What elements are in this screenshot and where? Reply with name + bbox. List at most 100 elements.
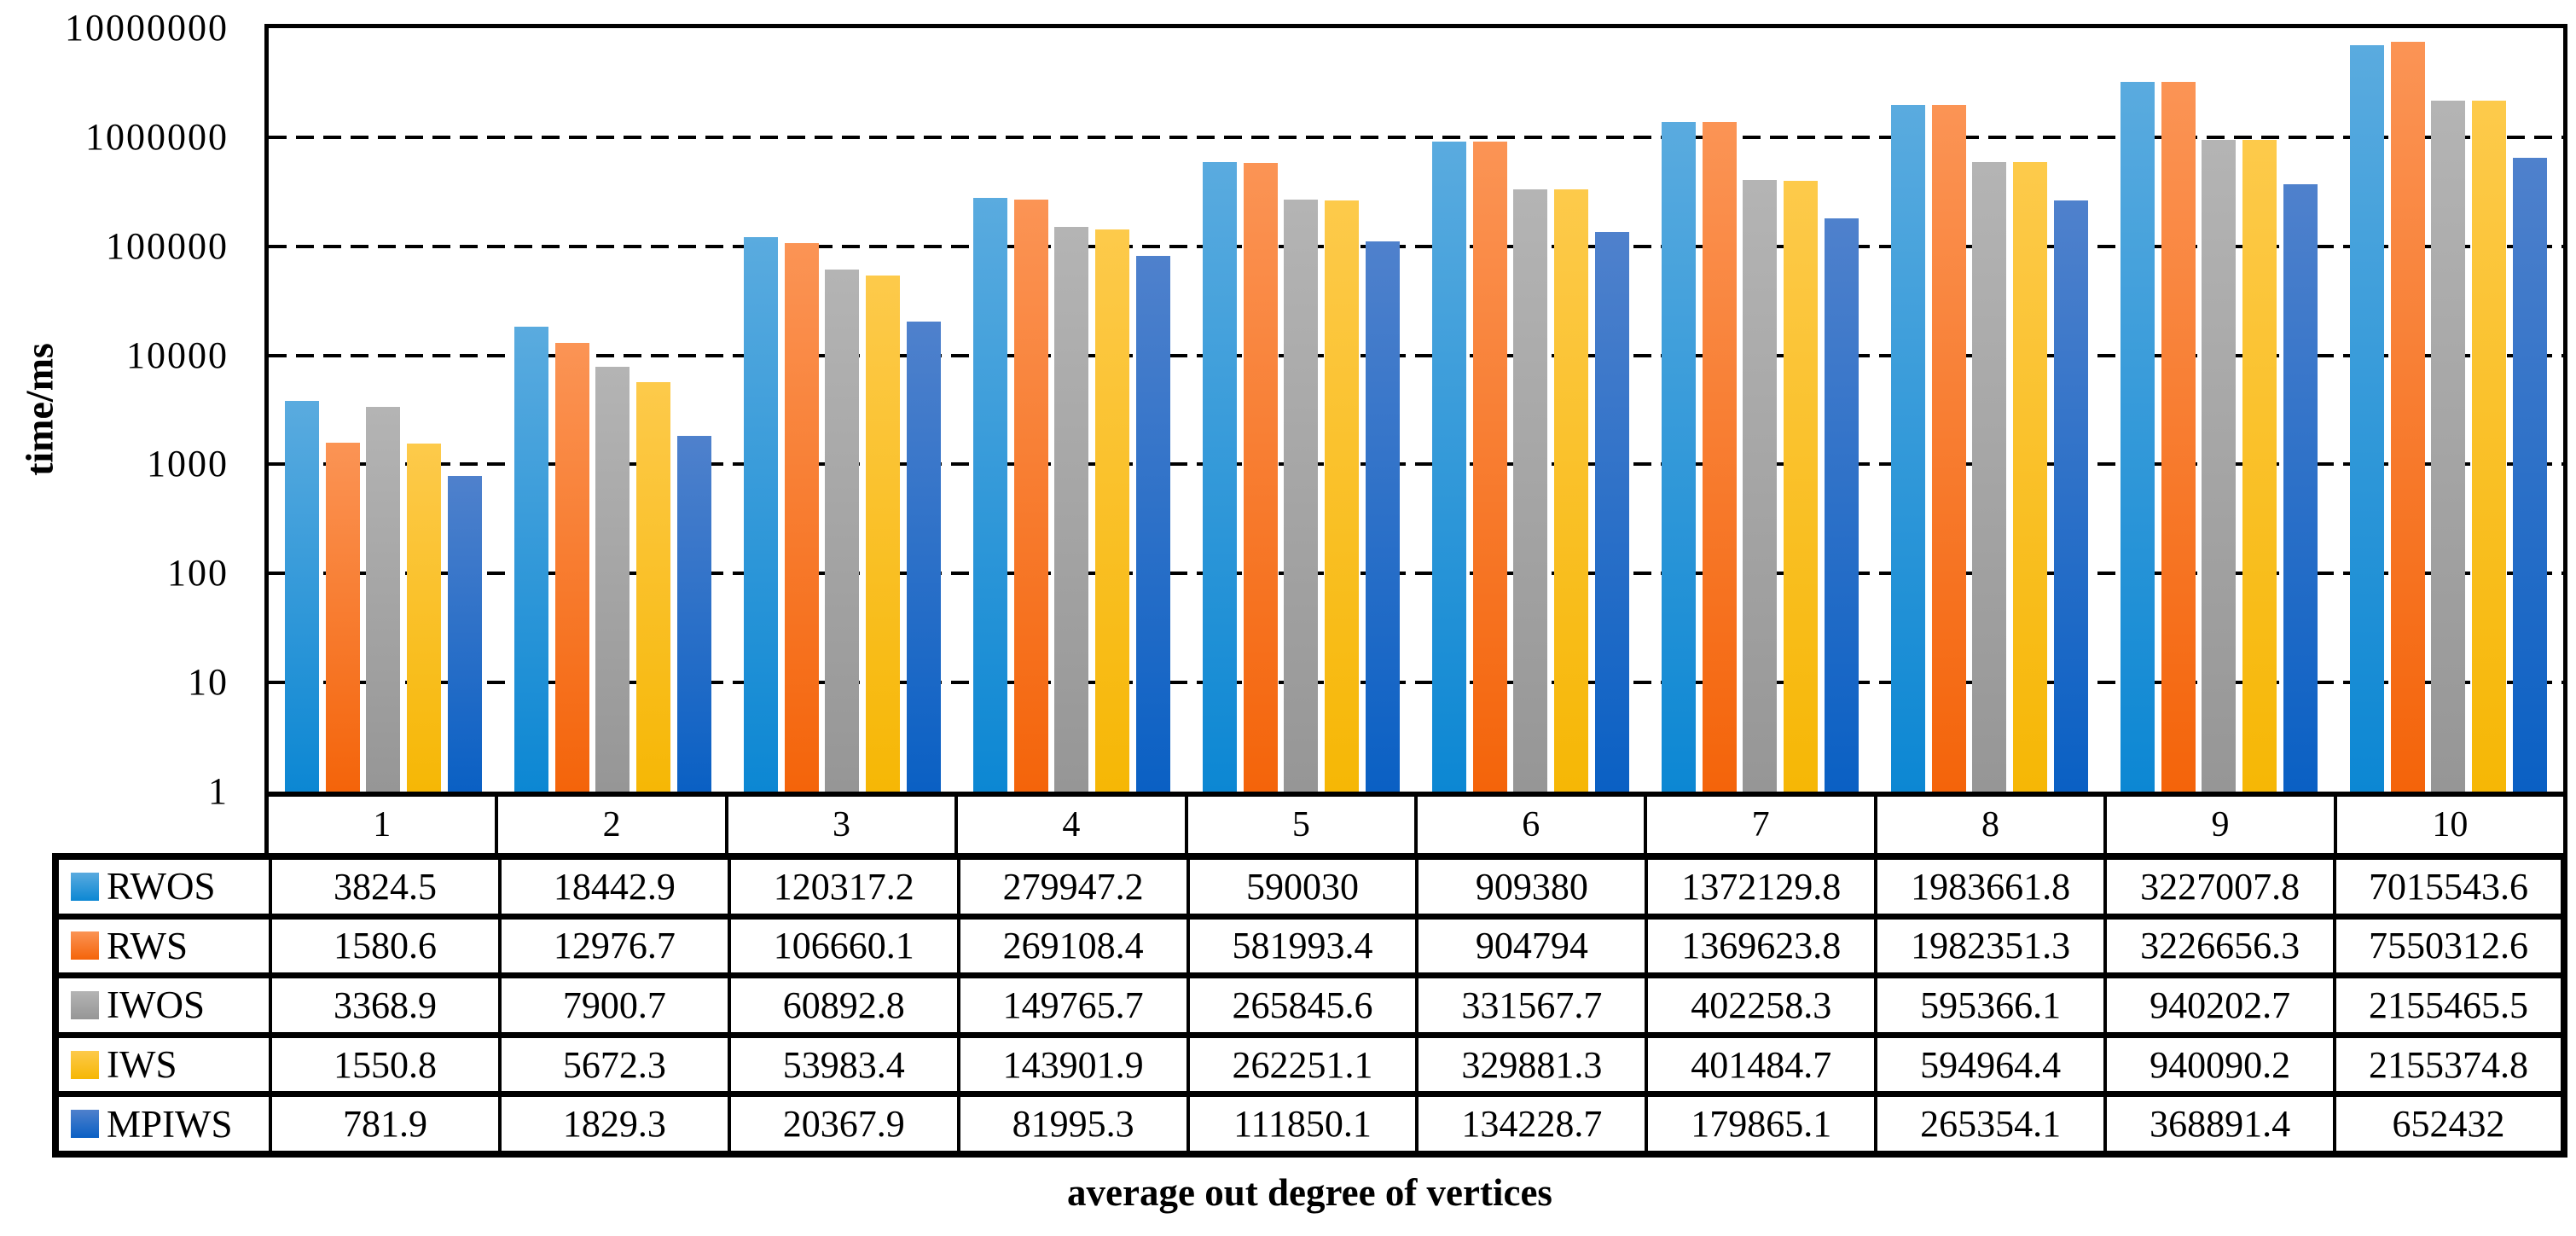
y-tick-label: 100000 — [106, 224, 229, 267]
bar-mpiws-x4 — [1136, 255, 1170, 792]
x-category-label: 5 — [1188, 797, 1419, 853]
plot-area — [264, 24, 2567, 797]
gridline — [269, 244, 2563, 248]
bar-rws-x10 — [2390, 41, 2425, 792]
bar-iws-x10 — [2472, 101, 2507, 792]
series-name: IWS — [107, 1043, 177, 1087]
value-cell: 106660.1 — [727, 913, 960, 979]
bar-rwos-x8 — [1890, 104, 1925, 792]
value-cell: 134228.7 — [1415, 1091, 1649, 1158]
value-cell: 402258.3 — [1645, 972, 1878, 1038]
value-cell: 12976.7 — [497, 913, 731, 979]
table-row-iws: IWS 1550.8 5672.3 53983.4 143901.9 262251.1 32… — [54, 1031, 2566, 1098]
value-cell: 265845.6 — [1186, 972, 1419, 1038]
value-cell: 3368.9 — [269, 972, 502, 1038]
legend-swatch-icon — [71, 931, 99, 960]
gridline — [269, 681, 2563, 685]
bar-rws-x6 — [1472, 142, 1507, 792]
bar-iwos-x9 — [2202, 140, 2237, 792]
value-cell: 2155374.8 — [2333, 1031, 2566, 1098]
bar-iws-x9 — [2242, 140, 2277, 792]
bar-iwos-x5 — [1284, 200, 1319, 792]
series-name: RWOS — [107, 865, 216, 908]
bar-iwos-x2 — [595, 366, 630, 792]
bar-rws-x8 — [1931, 104, 1966, 792]
value-cell: 3226656.3 — [2103, 913, 2337, 979]
value-cell: 1829.3 — [497, 1091, 731, 1158]
bar-iwos-x8 — [1972, 161, 2007, 792]
bar-mpiws-x5 — [1366, 241, 1400, 792]
bar-mpiws-x9 — [2283, 184, 2318, 792]
bar-iws-x3 — [866, 275, 901, 792]
value-cell: 594964.4 — [1874, 1031, 2108, 1098]
value-cell: 1369623.8 — [1645, 913, 1878, 979]
table-row-rws: RWS 1580.6 12976.7 106660.1 269108.4 581993.4… — [54, 913, 2566, 979]
value-cell: 904794 — [1415, 913, 1649, 979]
value-cell: 940090.2 — [2103, 1031, 2337, 1098]
legend-cell: RWS — [54, 913, 272, 979]
value-cell: 1580.6 — [269, 913, 502, 979]
x-axis-category-row: 1 2 3 4 5 6 7 8 9 10 — [264, 797, 2567, 853]
value-cell: 1372129.8 — [1645, 853, 1878, 920]
bar-iws-x2 — [636, 382, 671, 792]
value-cell: 149765.7 — [956, 972, 1190, 1038]
value-cell: 7015543.6 — [2333, 853, 2566, 920]
data-table: RWOS 3824.5 18442.9 120317.2 279947.2 590030 9… — [52, 853, 2567, 1158]
value-cell: 120317.2 — [727, 853, 960, 920]
y-tick-label: 1000 — [147, 443, 229, 485]
table-row-iwos: IWOS 3368.9 7900.7 60892.8 149765.7 265845.6 3… — [54, 972, 2566, 1038]
x-category-label: 10 — [2432, 805, 2469, 844]
legend-swatch-icon — [71, 990, 99, 1019]
gridline — [269, 135, 2563, 139]
bar-iwos-x6 — [1513, 189, 1548, 792]
series-name: IWOS — [107, 984, 205, 1027]
bar-iwos-x10 — [2431, 101, 2466, 792]
value-cell: 590030 — [1186, 853, 1419, 920]
bar-rwos-x1 — [284, 400, 319, 792]
value-cell: 20367.9 — [727, 1091, 960, 1158]
bar-iws-x5 — [1325, 200, 1360, 792]
bar-iws-x6 — [1554, 189, 1589, 792]
bar-rws-x4 — [1013, 199, 1048, 792]
value-cell: 1550.8 — [269, 1031, 502, 1098]
bar-rwos-x9 — [2120, 81, 2155, 792]
y-tick-label: 1000000 — [85, 115, 229, 158]
value-cell: 7900.7 — [497, 972, 731, 1038]
bar-rwos-x2 — [513, 326, 548, 792]
bar-iwos-x7 — [1743, 180, 1778, 792]
value-cell: 581993.4 — [1186, 913, 1419, 979]
bar-rws-x5 — [1243, 162, 1278, 792]
bar-rws-x2 — [554, 343, 589, 792]
bar-rws-x3 — [784, 243, 819, 792]
value-cell: 18442.9 — [497, 853, 731, 920]
bar-iws-x7 — [1784, 180, 1819, 792]
value-cell: 595366.1 — [1874, 972, 2108, 1038]
value-cell: 81995.3 — [956, 1091, 1190, 1158]
bar-rwos-x10 — [2349, 44, 2384, 792]
legend-swatch-icon — [71, 1050, 99, 1079]
bar-rwos-x5 — [1202, 162, 1237, 792]
value-cell: 60892.8 — [727, 972, 960, 1038]
bar-iwos-x3 — [825, 270, 860, 792]
bar-mpiws-x10 — [2513, 157, 2547, 792]
value-cell: 3227007.8 — [2103, 853, 2337, 920]
y-axis-tick-labels: 10000000 1000000 100000 10000 1000 100 10 1 — [0, 0, 229, 853]
bar-iwos-x4 — [1054, 227, 1089, 792]
series-name: RWS — [107, 924, 189, 967]
x-category-label: 7 — [1647, 797, 1877, 853]
value-cell: 5672.3 — [497, 1031, 731, 1098]
x-category-label: 8 — [1877, 797, 2108, 853]
bar-rws-x9 — [2161, 81, 2196, 792]
legend-cell: IWS — [54, 1031, 272, 1098]
bar-rws-x7 — [1702, 122, 1737, 792]
value-cell: 262251.1 — [1186, 1031, 1419, 1098]
value-cell: 331567.7 — [1415, 972, 1649, 1038]
bar-rws-x1 — [325, 443, 360, 792]
x-axis-title: average out degree of vertices — [1067, 1171, 1552, 1214]
gridline — [269, 353, 2563, 357]
y-tick-label: 10 — [188, 661, 229, 704]
gridline — [269, 462, 2563, 467]
legend-cell: MPIWS — [54, 1091, 272, 1158]
value-cell: 179865.1 — [1645, 1091, 1878, 1158]
